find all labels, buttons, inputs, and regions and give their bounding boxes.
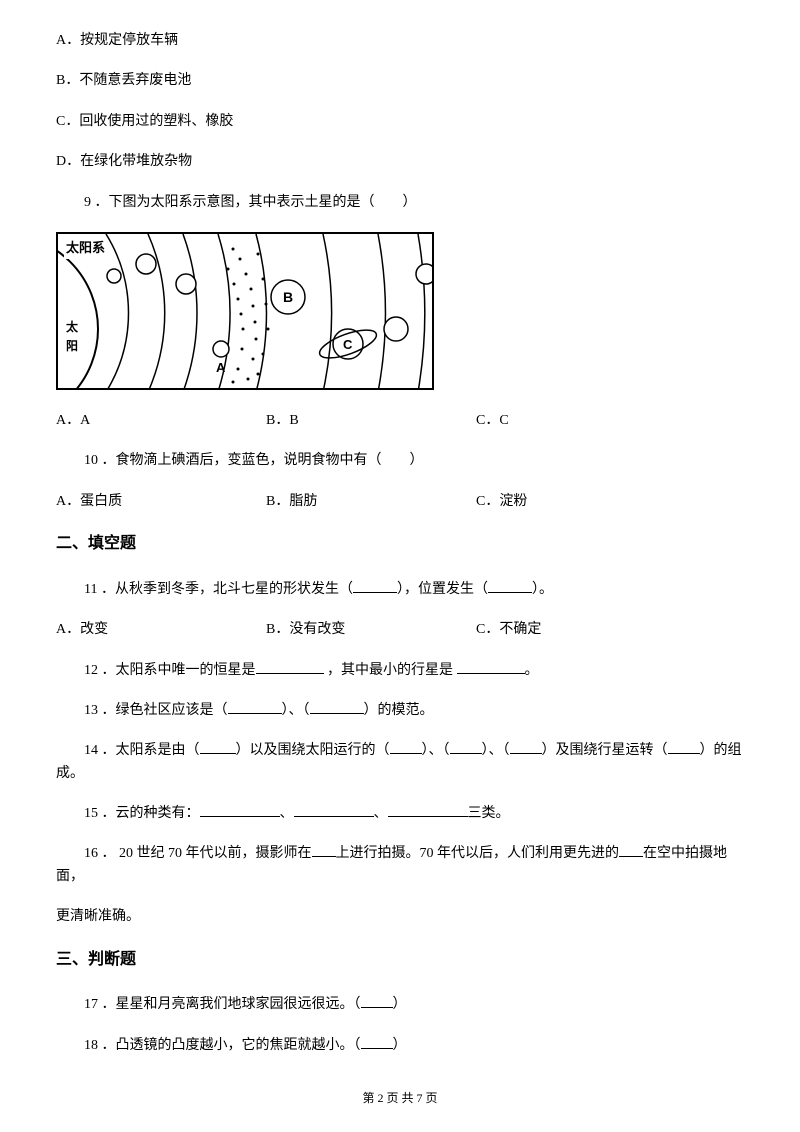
q13-p1: 13 ．绿色社区应该是（ [84, 703, 228, 718]
q12-p1: 12 ．太阳系中唯一的恒星是 [84, 663, 256, 678]
blank [200, 740, 236, 754]
q14-p4: ）、（ [482, 743, 510, 758]
blank [361, 994, 393, 1008]
blank [457, 660, 525, 674]
q15-p3: 、 [374, 806, 388, 821]
option-8a: A．按规定停放车辆 [56, 30, 744, 52]
svg-text:A: A [216, 360, 226, 375]
blank [488, 579, 532, 593]
section-2-title: 二、填空题 [56, 531, 744, 557]
blank [510, 740, 542, 754]
blank [353, 579, 397, 593]
q14-p1: 14 ．太阳系是由（ [84, 743, 200, 758]
q17-p1: 17 ．星星和月亮离我们地球家园很远很远。（ [84, 997, 361, 1012]
q18-p2: ） [393, 1038, 407, 1053]
blank [668, 740, 700, 754]
blank [361, 1035, 393, 1049]
blank [619, 843, 643, 857]
option-8d: D．在绿化带堆放杂物 [56, 151, 744, 173]
q9-option-c: C．C [476, 410, 686, 432]
question-15: 15 ．云的种类有： 、 、 三类。 [56, 803, 744, 825]
q10-option-c: C．淀粉 [476, 491, 686, 513]
option-8b: B．不随意丢弃废电池 [56, 70, 744, 92]
q11-prefix: 11 ．从秋季到冬季，北斗七星的形状发生（ [84, 582, 353, 597]
question-10-options: A．蛋白质 B．脂肪 C．淀粉 [56, 491, 744, 513]
blank [228, 700, 282, 714]
question-12: 12 ．太阳系中唯一的恒星是 ，其中最小的行星是 。 [56, 660, 744, 682]
q9-option-a: A．A [56, 410, 266, 432]
q11-option-b: B．没有改变 [266, 619, 476, 641]
section-3-title: 三、判断题 [56, 947, 744, 973]
question-13: 13 ．绿色社区应该是（ ）、（ ）的模范。 [56, 700, 744, 722]
blank [388, 803, 468, 817]
q10-option-b: B．脂肪 [266, 491, 476, 513]
option-8c: C．回收使用过的塑料、橡胶 [56, 111, 744, 133]
q12-p3: 。 [525, 663, 539, 678]
blank [200, 803, 280, 817]
q14-p2: ）以及围绕太阳运行的（ [236, 743, 390, 758]
q10-option-a: A．蛋白质 [56, 491, 266, 513]
sun-label: 太 阳 [66, 318, 78, 356]
q13-p2: ）、（ [282, 703, 310, 718]
question-18: 18 ．凸透镜的凸度越小，它的焦距就越小。（ ） [56, 1035, 744, 1057]
svg-text:B: B [283, 289, 293, 305]
svg-text:C: C [343, 337, 353, 352]
q12-p2: ，其中最小的行星是 [324, 663, 457, 678]
question-9-options: A．A B．B C．C [56, 410, 744, 432]
solar-system-diagram: 太阳系 太 阳 A B [56, 232, 434, 390]
q15-p4: 三类。 [468, 806, 510, 821]
question-10-text: 10 ．食物滴上碘酒后，变蓝色，说明食物中有（ ） [56, 450, 744, 472]
q11-option-a: A．改变 [56, 619, 266, 641]
blank [310, 700, 364, 714]
q16-p2: 上进行拍摄。70 年代以后，人们利用更先进的 [336, 846, 620, 861]
q11-suffix: ）。 [532, 582, 553, 597]
question-11: 11 ．从秋季到冬季，北斗七星的形状发生（ ），位置发生（ ）。 [56, 579, 744, 601]
q18-p1: 18 ．凸透镜的凸度越小，它的焦距就越小。（ [84, 1038, 361, 1053]
q13-p3: ）的模范。 [364, 703, 434, 718]
solar-system-svg: A B C [58, 234, 434, 390]
question-9-text: 9 ．下图为太阳系示意图，其中表示土星的是（ ） [56, 192, 744, 214]
blank [312, 843, 336, 857]
blank [450, 740, 482, 754]
blank [390, 740, 422, 754]
q9-option-b: B．B [266, 410, 476, 432]
question-11-options: A．改变 B．没有改变 C．不确定 [56, 619, 744, 641]
diagram-title: 太阳系 [64, 238, 107, 259]
q14-p3: ）、（ [422, 743, 450, 758]
q17-p2: ） [393, 997, 407, 1012]
question-16-line1: 16 ． 20 世纪 70 年代以前，摄影师在 上进行拍摄。70 年代以后，人们利… [56, 843, 744, 888]
q14-p5: ）及围绕行星运转（ [542, 743, 668, 758]
question-14: 14 ．太阳系是由（）以及围绕太阳运行的（）、（）、（）及围绕行星运转（）的组成… [56, 740, 744, 785]
question-16-line2: 更清晰准确。 [56, 906, 744, 928]
q16-p1: 16 ． 20 世纪 70 年代以前，摄影师在 [84, 846, 312, 861]
q11-option-c: C．不确定 [476, 619, 686, 641]
blank [256, 660, 324, 674]
q15-p2: 、 [280, 806, 294, 821]
question-17: 17 ．星星和月亮离我们地球家园很远很远。（ ） [56, 994, 744, 1016]
blank [294, 803, 374, 817]
page-footer: 第 2 页 共 7 页 [0, 1089, 800, 1108]
q15-p1: 15 ．云的种类有： [84, 806, 200, 821]
q11-mid: ），位置发生（ [397, 582, 488, 597]
